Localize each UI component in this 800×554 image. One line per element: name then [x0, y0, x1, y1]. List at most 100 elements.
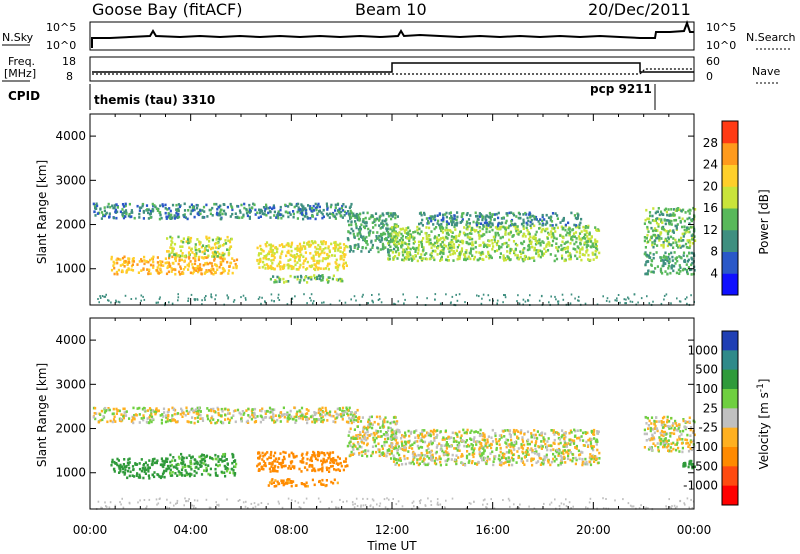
power-echo	[147, 260, 150, 264]
power-echo	[279, 208, 282, 212]
power-noise-echo	[676, 297, 678, 300]
velocity-echo	[223, 453, 226, 456]
power-noise-echo	[584, 302, 587, 305]
velocity-echo	[497, 457, 500, 461]
power-noise-echo	[277, 293, 280, 296]
power-echo	[395, 250, 398, 253]
power-echo	[684, 231, 687, 234]
velocity-echo	[136, 407, 139, 410]
power-echo	[647, 254, 650, 257]
velocity-echo	[216, 474, 219, 477]
velocity-echo	[300, 470, 303, 473]
power-echo	[405, 228, 408, 232]
power-echo	[306, 260, 309, 264]
velocity-echo	[481, 453, 484, 457]
velocity-echo	[394, 463, 397, 466]
velocity-echo	[313, 418, 316, 421]
power-echo	[682, 251, 686, 255]
velocity-echo	[221, 455, 224, 458]
power-echo	[502, 216, 505, 219]
nave-tick-bottom: 0	[706, 70, 713, 83]
power-echo	[231, 208, 234, 212]
power-echo	[348, 206, 351, 210]
power-echo	[394, 232, 398, 235]
velocity-echo	[411, 443, 414, 446]
nsky-label: N.Sky	[2, 31, 34, 44]
power-noise-echo	[190, 293, 193, 296]
power-echo	[302, 208, 305, 212]
power-echo	[189, 212, 192, 216]
velocity-echo	[379, 453, 382, 456]
velocity-echo	[306, 457, 309, 461]
velocity-echo	[153, 457, 156, 461]
velocity-echo	[560, 435, 563, 439]
velocity-echo	[220, 407, 223, 411]
power-echo	[671, 264, 674, 267]
power-echo	[296, 275, 299, 279]
power-echo	[663, 208, 666, 212]
velocity-echo	[154, 412, 157, 416]
power-echo	[478, 226, 481, 229]
velocity-echo	[202, 457, 205, 461]
power-echo	[397, 242, 400, 246]
power-echo	[315, 251, 318, 254]
power-echo	[197, 270, 200, 274]
power-echo	[341, 204, 344, 208]
velocity-echo	[326, 419, 329, 422]
power-echo	[656, 210, 659, 213]
power-echo	[215, 238, 218, 241]
power-echo	[292, 267, 295, 270]
velocity-echo	[151, 462, 154, 466]
power-echo	[183, 213, 186, 216]
power-noise-echo	[517, 294, 519, 297]
power-echo	[310, 256, 313, 260]
power-echo	[209, 247, 213, 251]
velocity-echo	[171, 471, 174, 474]
velocity-echo	[549, 448, 552, 452]
power-echo	[691, 242, 695, 245]
power-echo	[295, 268, 298, 271]
power-echo	[203, 256, 206, 259]
power-echo	[213, 243, 217, 246]
velocity-echo	[362, 450, 365, 453]
power-echo	[674, 262, 677, 265]
power-noise-echo	[135, 297, 137, 300]
velocity-echo	[563, 449, 566, 452]
power-echo	[149, 263, 153, 267]
power-noise-echo	[321, 301, 323, 304]
power-echo	[646, 233, 649, 237]
power-echo	[347, 230, 350, 234]
power-echo	[124, 259, 127, 263]
power-echo	[449, 241, 452, 244]
power-echo	[296, 261, 299, 264]
power-echo	[218, 252, 221, 256]
power-echo	[675, 224, 678, 228]
velocity-echo	[242, 413, 245, 416]
power-echo	[226, 260, 229, 264]
power-colorbar-label: Power [dB]	[757, 189, 771, 254]
power-echo	[497, 216, 500, 220]
power-colorbar-swatch	[722, 186, 738, 209]
velocity-echo	[363, 425, 366, 429]
power-echo	[179, 267, 182, 270]
power-noise-echo	[312, 300, 315, 303]
velocity-echo	[395, 422, 398, 425]
power-echo	[440, 229, 443, 233]
velocity-echo	[322, 461, 325, 464]
power-echo	[203, 249, 206, 253]
power-noise-echo	[310, 293, 313, 296]
power-echo	[288, 202, 291, 206]
power-echo	[531, 236, 534, 240]
velocity-echo	[335, 462, 338, 465]
power-noise-echo	[294, 295, 296, 298]
power-echo	[95, 207, 98, 210]
power-x-ticks	[89, 114, 695, 305]
power-echo	[299, 211, 302, 215]
power-echo	[675, 244, 679, 247]
power-echo	[245, 211, 249, 215]
velocity-echo	[113, 415, 116, 418]
velocity-echo	[445, 447, 448, 450]
power-echo	[228, 252, 231, 255]
velocity-echo	[396, 441, 399, 445]
velocity-echo	[196, 420, 200, 423]
